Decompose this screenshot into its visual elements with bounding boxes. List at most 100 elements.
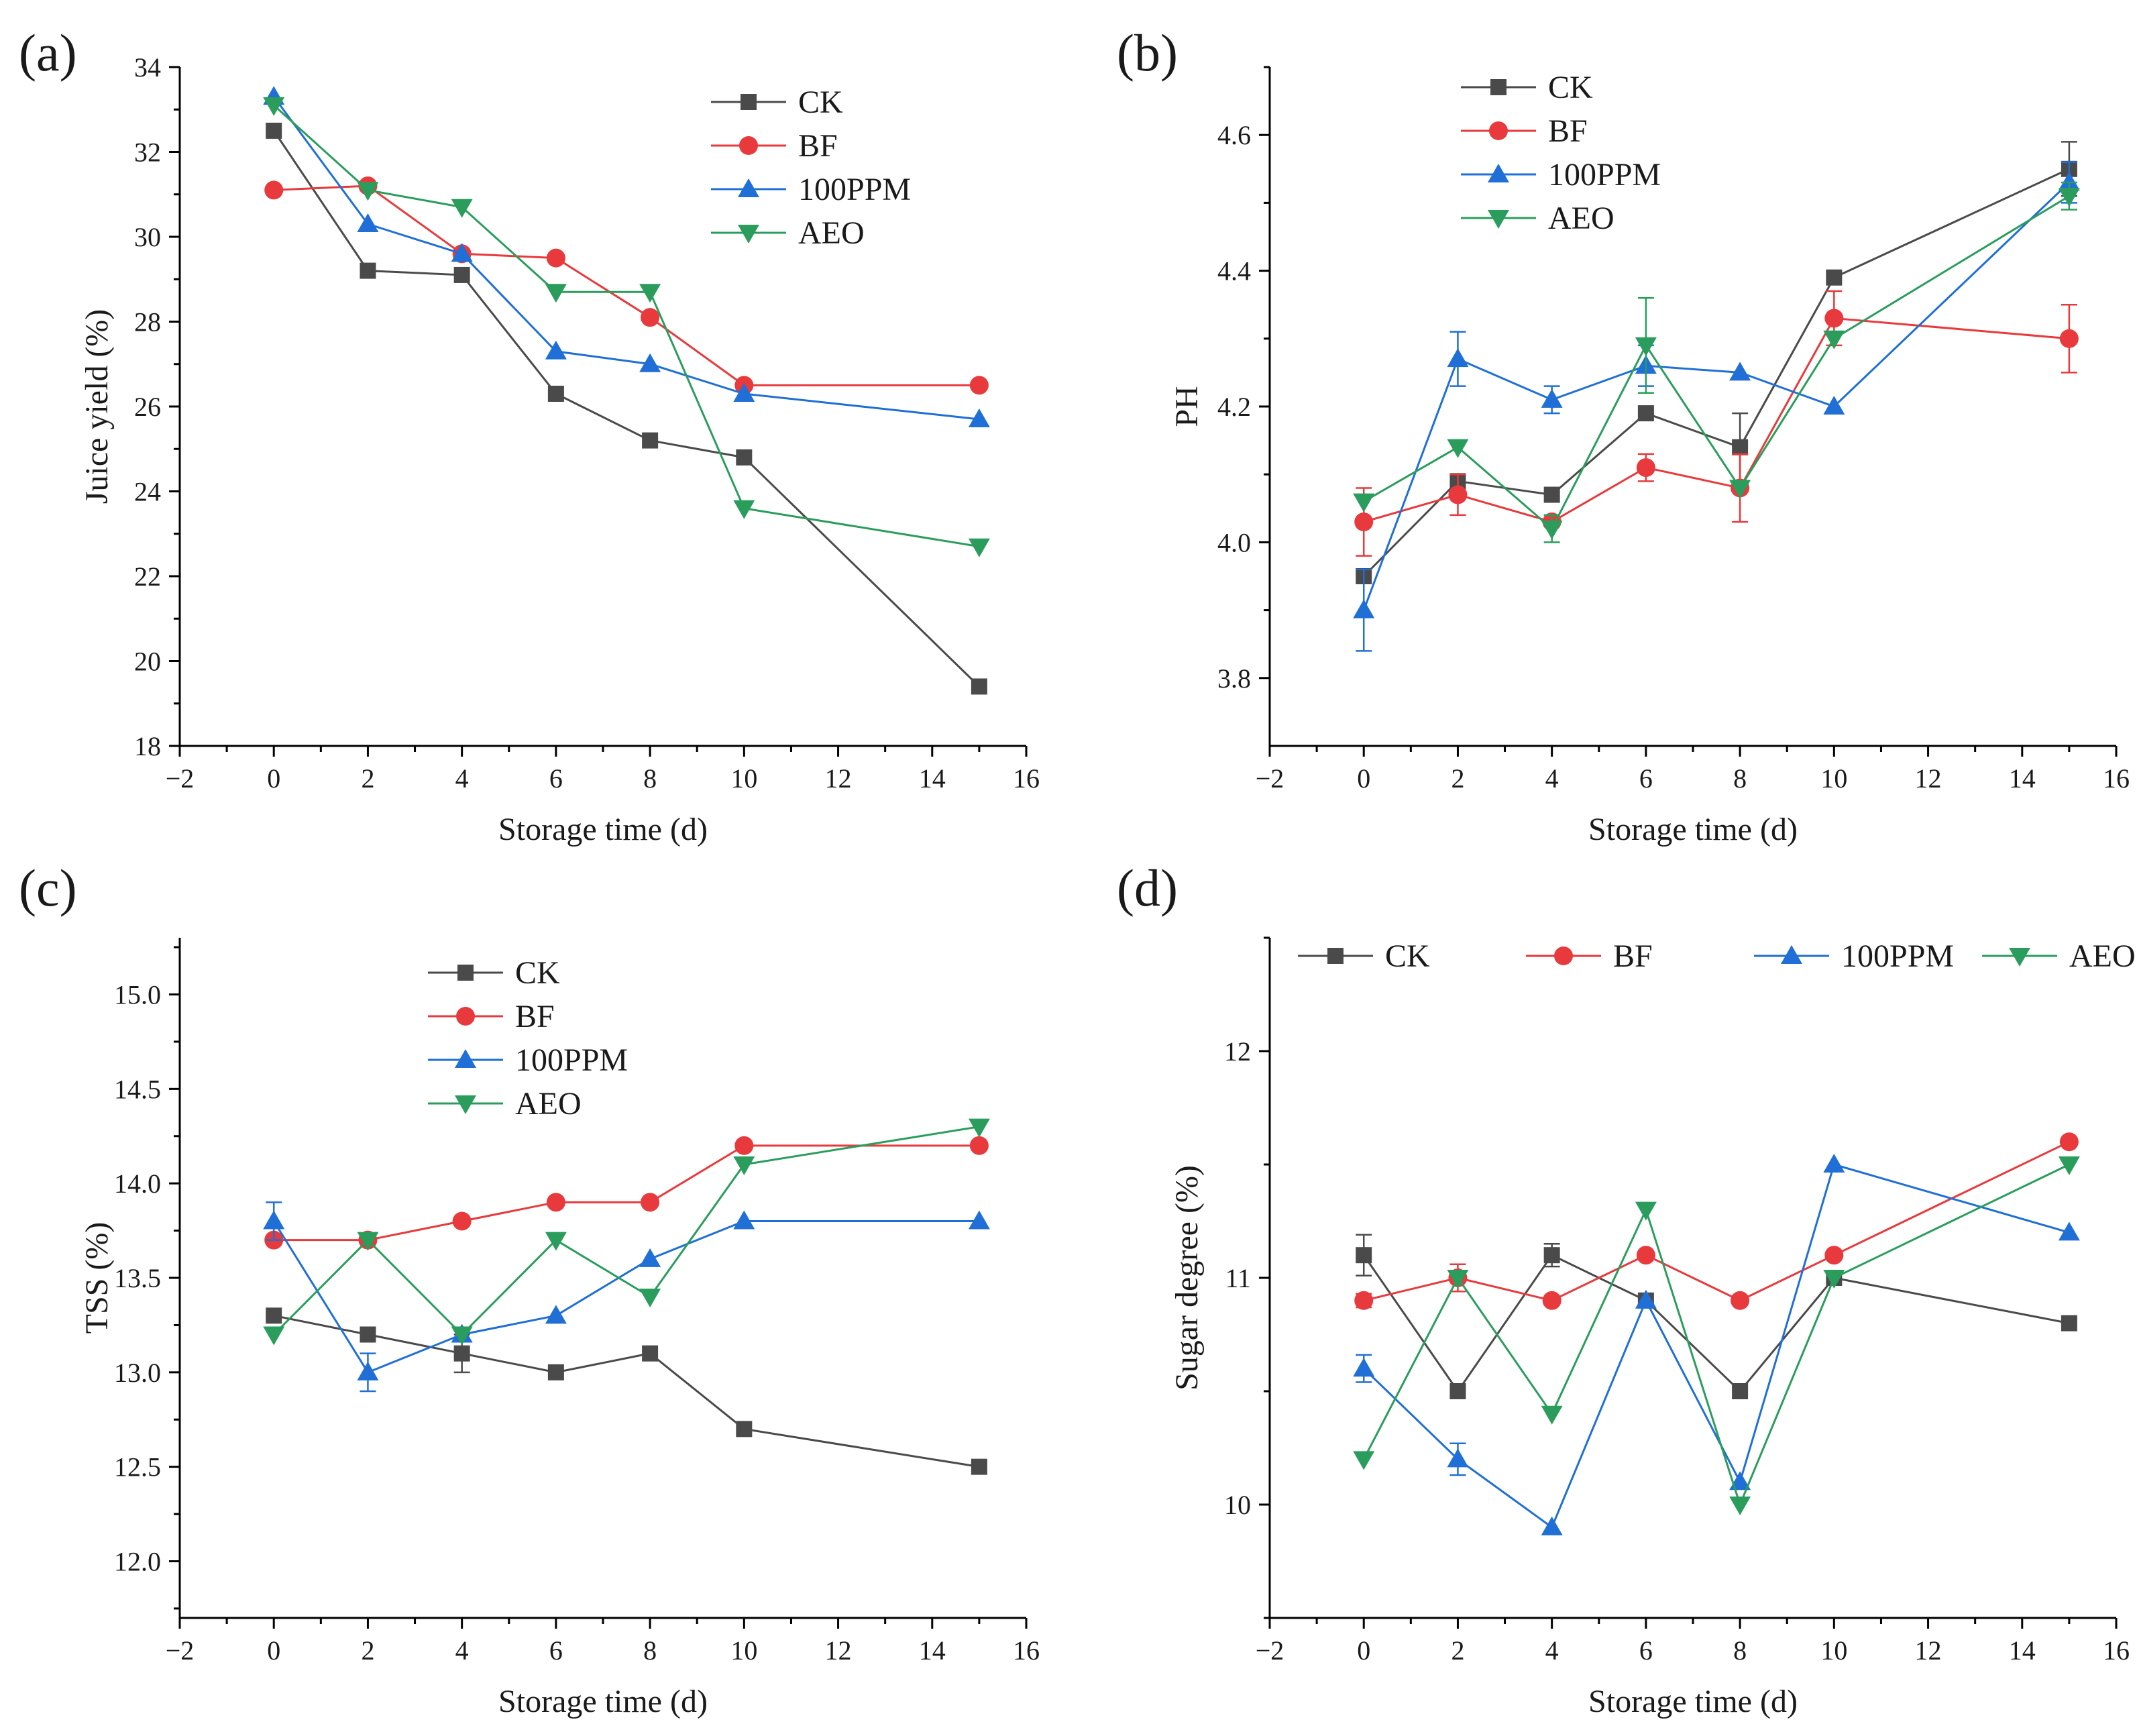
legend-marker (1488, 210, 1509, 229)
series-aeo (263, 97, 990, 557)
data-point (971, 1458, 987, 1475)
x-tick-label: 4 (1545, 763, 1559, 794)
series-line (1363, 1163, 2070, 1529)
data-point (545, 340, 567, 360)
data-point (1823, 396, 1845, 415)
legend-label: AEO (1548, 201, 1614, 236)
data-point (546, 248, 565, 268)
data-point (2058, 1222, 2080, 1241)
data-point (357, 213, 379, 233)
data-point (545, 1305, 567, 1324)
series-100ppm (263, 1201, 990, 1393)
data-point (547, 386, 564, 402)
data-point (1824, 1246, 1844, 1265)
legend-entry-100ppm: 100PPM (428, 1042, 628, 1078)
legend-marker (741, 94, 757, 110)
data-point (357, 1232, 379, 1251)
data-point (1823, 1270, 1845, 1289)
x-tick-label: 12 (825, 763, 852, 794)
series-100ppm (1353, 1154, 2080, 1535)
x-tick-label: 10 (1820, 763, 1847, 794)
data-point (734, 1136, 754, 1155)
legend: CK BF 100PPM AEO (1298, 938, 2136, 974)
data-point (1541, 1405, 1563, 1425)
legend-marker (738, 178, 759, 197)
data-point (639, 284, 661, 303)
series-ck (266, 122, 987, 695)
data-point (1824, 309, 1844, 328)
data-point (1823, 1154, 1845, 1173)
legend-label: AEO (798, 215, 865, 251)
legend-entry-aeo: AEO (1982, 938, 2136, 974)
data-point (1448, 485, 1468, 504)
chart-panel-3: (c) −2 0 2 4 6 8 10 12 14 16 12.0 12.5 13.0 13.5 14.0 14… (19, 859, 1040, 1719)
y-tick-label: 20 (134, 647, 161, 677)
series-line (273, 96, 980, 421)
x-tick-label: 4 (1545, 1635, 1559, 1666)
y-tick-label: 3.8 (1217, 663, 1251, 694)
y-tick-label: 12 (1224, 1036, 1251, 1067)
x-tick-label: 12 (1915, 763, 1942, 794)
data-point (546, 1193, 565, 1212)
x-tick-label: 10 (730, 1635, 757, 1666)
x-tick-label: 8 (1733, 1635, 1747, 1666)
legend-entry-bf: BF (1526, 938, 1653, 974)
data-point (1637, 405, 1654, 422)
data-point (1447, 1448, 1469, 1468)
data-point (733, 1156, 755, 1175)
x-tick-label: −2 (166, 763, 195, 794)
legend-entry-ck: CK (711, 85, 843, 120)
legend-marker (738, 225, 759, 243)
series-100ppm (1353, 161, 2080, 652)
legend-marker (739, 136, 758, 155)
x-tick-label: 16 (1013, 763, 1040, 794)
legend-label: BF (1548, 113, 1588, 149)
legend-entry-aeo: AEO (1461, 201, 1614, 236)
legend: CK BF 100PPM AEO (428, 955, 628, 1122)
data-point (1823, 330, 1845, 349)
data-point (642, 1345, 659, 1362)
data-point (641, 1193, 660, 1212)
legend-label: AEO (2069, 938, 2136, 974)
legend-entry-bf: BF (428, 999, 555, 1034)
legend-label: BF (798, 128, 838, 164)
x-tick-label: 16 (2103, 1635, 2130, 1666)
x-tick-label: 10 (730, 763, 757, 794)
data-point (641, 308, 660, 327)
x-axis-title: Storage time (d) (1588, 812, 1798, 847)
data-point (639, 1289, 661, 1308)
data-point (545, 284, 567, 303)
legend-marker (1781, 945, 1802, 964)
series-line (1363, 195, 2070, 531)
x-tick-label: 0 (267, 1635, 280, 1666)
y-tick-label: 12.5 (114, 1452, 161, 1482)
legend-label: CK (515, 955, 560, 991)
y-tick-label: 26 (134, 392, 161, 422)
data-point (1732, 1383, 1749, 1399)
y-tick-label: 24 (134, 477, 161, 507)
x-tick-label: 0 (1357, 1635, 1370, 1666)
x-tick-label: 14 (919, 1635, 946, 1666)
data-point (1354, 1291, 1374, 1310)
data-point (1356, 1247, 1372, 1264)
panel-label: (c) (19, 859, 77, 917)
chart-panel-4: (d) −2 0 2 4 6 8 10 12 14 16 10 11 12 Storage time (d)… (1117, 859, 2136, 1719)
data-point (642, 432, 659, 449)
y-tick-label: 28 (134, 307, 161, 337)
series-aeo (1353, 1156, 2080, 1515)
series-line (274, 184, 979, 386)
data-point (736, 449, 753, 466)
data-point (1636, 1246, 1655, 1265)
legend-label: CK (1548, 70, 1593, 105)
y-tick-label: 4.2 (1217, 392, 1251, 422)
data-point (1636, 458, 1655, 478)
series-ck (1356, 1234, 2077, 1399)
data-point (1732, 439, 1749, 455)
data-point (1353, 599, 1375, 618)
data-point (1447, 348, 1469, 368)
y-tick-label: 4.6 (1217, 120, 1251, 150)
y-axis-title: Juice yield (%) (79, 309, 115, 504)
legend-marker (1488, 164, 1509, 182)
data-point (545, 1232, 567, 1251)
series-bf (1354, 1132, 2079, 1310)
